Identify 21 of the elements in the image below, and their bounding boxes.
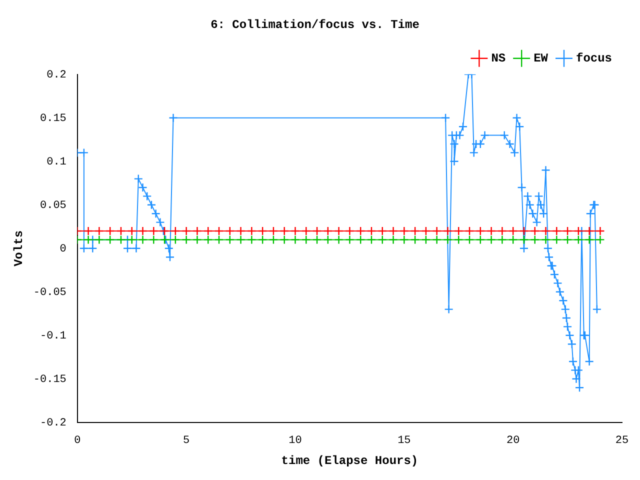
x-tick-label: 5 [183, 434, 190, 447]
y-tick-label: -0.05 [33, 286, 66, 299]
y-tick-label: 0.2 [46, 69, 66, 82]
y-tick-label: -0.15 [33, 374, 66, 386]
y-tick-label: 0.1 [46, 156, 67, 168]
y-tick-label: 0 [60, 243, 66, 256]
x-axis-title: time (Elapse Hours) [281, 454, 418, 468]
x-tick-label: 0 [74, 434, 81, 447]
x-tick-label: 15 [398, 434, 411, 447]
legend-label: EW [534, 51, 549, 66]
x-tick-label: 10 [288, 434, 302, 447]
x-tick-label: 25 [615, 434, 629, 447]
y-tick-label: 0.05 [40, 200, 66, 212]
x-tick-label: 20 [506, 434, 520, 447]
y-tick-label: -0.1 [40, 330, 67, 342]
legend-label: NS [491, 51, 506, 66]
y-axis-title: Volts [12, 230, 26, 266]
legend-label: focus [576, 51, 612, 66]
y-tick-label: -0.2 [40, 417, 66, 430]
y-tick-label: 0.15 [40, 112, 66, 125]
chart-title: 6: Collimation/focus vs. Time [210, 18, 420, 32]
